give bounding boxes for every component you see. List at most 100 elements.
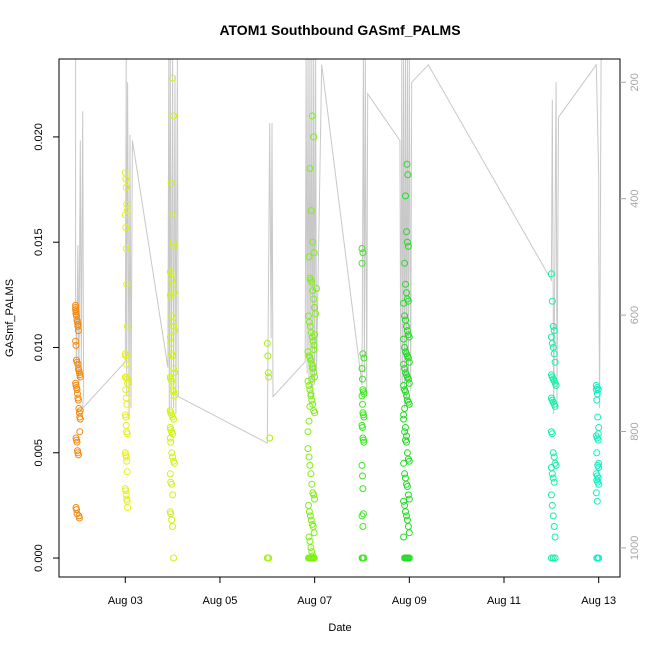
data-point (73, 506, 80, 514)
data-point (305, 533, 313, 541)
data-point (360, 354, 368, 362)
data-point (306, 537, 314, 545)
data-point (304, 445, 312, 453)
data-point (123, 468, 131, 476)
pressure-trace-line (75, 58, 602, 444)
data-point (403, 238, 411, 246)
data-point (551, 554, 559, 562)
data-point (593, 396, 601, 404)
data-point (551, 402, 559, 410)
data-point (551, 533, 559, 541)
data-point (307, 207, 315, 215)
data-point (167, 293, 175, 301)
data-point (307, 544, 315, 551)
data-point (123, 400, 131, 408)
data-point (405, 379, 413, 387)
x-axis-label: Date (328, 622, 351, 634)
series-flight-8 (547, 270, 560, 562)
data-point (358, 259, 366, 267)
data-point (171, 327, 178, 335)
series-flight-4 (263, 339, 274, 562)
data-point (76, 407, 84, 415)
data-point (400, 335, 408, 343)
series-flight-7 (400, 160, 413, 562)
data-point (123, 322, 131, 330)
data-point (72, 337, 80, 345)
y-tick-label: 0.015 (33, 228, 45, 256)
data-point (122, 360, 130, 368)
plot-frame (58, 58, 621, 578)
data-point (402, 424, 409, 431)
data-point (548, 470, 556, 478)
data-point (123, 457, 131, 465)
data-point (264, 352, 272, 360)
data-point (592, 489, 600, 497)
data-point (310, 346, 318, 354)
data-point (307, 390, 315, 398)
data-point (307, 470, 315, 478)
data-point (592, 386, 600, 394)
data-point (400, 381, 408, 389)
data-point (359, 375, 366, 383)
data-point (168, 276, 176, 284)
data-point (171, 392, 178, 400)
x-tick-label: Aug 05 (203, 595, 238, 607)
data-point (548, 430, 556, 438)
data-point (306, 386, 314, 394)
data-point (170, 112, 178, 120)
series-flight-1 (72, 301, 84, 522)
data-point (359, 523, 367, 530)
right-axis: 200 400 600 800 1000 (620, 73, 641, 560)
data-point (549, 449, 557, 457)
data-point (402, 192, 409, 200)
data-point (309, 365, 317, 372)
data-point (122, 352, 130, 360)
data-point (547, 491, 555, 499)
data-point (122, 183, 130, 191)
right-tick-label: 1000 (629, 536, 641, 560)
data-point (358, 512, 366, 520)
data-point (401, 259, 409, 267)
data-point (311, 409, 319, 417)
data-point (402, 316, 409, 324)
data-point (404, 523, 412, 530)
right-tick-label: 400 (629, 190, 641, 208)
x-tick-label: Aug 13 (581, 595, 616, 607)
data-point (309, 523, 317, 530)
pressure-trace-layer (75, 58, 602, 444)
data-point (359, 485, 367, 493)
data-point (360, 390, 368, 398)
data-point (547, 270, 555, 278)
data-point (121, 211, 129, 219)
data-point (358, 365, 366, 372)
data-point (548, 339, 556, 347)
data-point (306, 165, 314, 172)
data-point (122, 175, 130, 183)
data-point (307, 392, 315, 400)
data-point (401, 365, 409, 372)
data-point (594, 430, 602, 438)
data-point (405, 457, 413, 465)
data-point (549, 512, 557, 520)
data-point (76, 428, 84, 436)
data-point (309, 337, 317, 345)
data-point (595, 464, 603, 471)
chart-title: ATOM1 Southbound GASmf_PALMS (219, 22, 460, 38)
data-point (170, 554, 178, 562)
data-point (359, 249, 367, 257)
data-point (169, 523, 177, 530)
data-point (305, 501, 312, 509)
data-point (550, 350, 558, 358)
data-point (403, 322, 410, 330)
data-point (308, 278, 316, 286)
data-point (169, 318, 177, 326)
data-point (401, 501, 409, 509)
data-point (401, 405, 409, 412)
data-point (304, 428, 312, 436)
data-point (308, 396, 316, 404)
right-tick-label: 600 (629, 306, 641, 324)
data-point (122, 245, 130, 252)
data-point (402, 280, 409, 288)
data-point (169, 352, 177, 360)
data-point (403, 327, 411, 335)
